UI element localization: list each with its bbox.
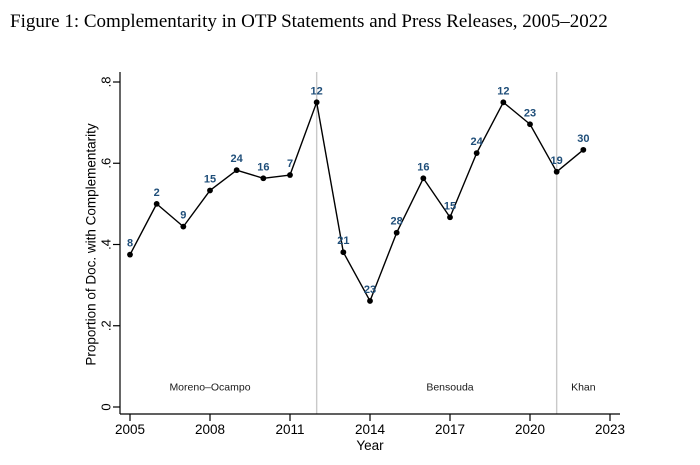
x-tick-label: 2014 (355, 422, 386, 437)
data-point-label: 19 (551, 155, 563, 167)
data-point-label: 23 (364, 284, 376, 296)
data-point-label: 24 (471, 136, 484, 148)
data-point (500, 99, 507, 106)
data-point-label: 23 (524, 107, 536, 119)
data-point-label: 15 (204, 173, 216, 185)
x-axis-title: Year (356, 438, 384, 453)
figure-caption: Figure 1: Complementarity in OTP Stateme… (10, 11, 608, 32)
data-point-label: 15 (444, 200, 456, 212)
x-tick-label: 2023 (595, 422, 625, 437)
prosecutor-label: Khan (571, 382, 596, 394)
data-point (473, 150, 480, 156)
x-tick-label: 2017 (435, 422, 465, 437)
data-point (340, 249, 347, 256)
y-axis-title: Proportion of Doc. with Complementarity (84, 123, 99, 366)
data-point-label: 24 (231, 153, 244, 165)
data-point (393, 229, 400, 236)
data-point (153, 200, 160, 207)
data-point (127, 251, 133, 258)
data-point (233, 167, 240, 174)
data-point-label: 12 (497, 85, 509, 97)
y-tick-label: .2 (99, 320, 114, 331)
data-point (553, 168, 560, 175)
data-point-label: 7 (287, 158, 293, 170)
data-point-label: 21 (337, 235, 349, 247)
data-point (527, 121, 533, 128)
x-tick-label: 2020 (515, 422, 545, 437)
x-tick-label: 2005 (115, 422, 145, 437)
data-line (129, 101, 584, 302)
y-tick-label: .8 (99, 77, 114, 88)
x-tick-label: 2011 (275, 422, 304, 437)
data-point (420, 175, 427, 182)
prosecutor-label: Moreno–Ocampo (169, 382, 250, 394)
data-point (207, 187, 213, 194)
data-point-label: 28 (391, 216, 403, 228)
data-point-label: 16 (417, 161, 429, 173)
prosecutor-label: Bensouda (426, 382, 473, 394)
y-tick-label: .4 (99, 239, 114, 250)
data-point-label: 9 (180, 210, 186, 222)
x-tick-label: 2008 (195, 422, 225, 437)
data-point (313, 99, 320, 106)
data-point-label: 30 (577, 133, 589, 145)
y-tick-label: 0 (99, 403, 114, 410)
data-point (367, 298, 373, 304)
data-point (180, 223, 187, 230)
data-point-label: 8 (127, 238, 133, 250)
data-point (447, 214, 453, 221)
data-point (287, 172, 293, 178)
data-point (580, 146, 587, 153)
data-point-label: 2 (154, 187, 160, 199)
data-point (260, 175, 267, 182)
data-point-label: 16 (257, 161, 269, 173)
data-point-label: 12 (311, 85, 323, 97)
y-tick-label: .6 (99, 158, 114, 169)
